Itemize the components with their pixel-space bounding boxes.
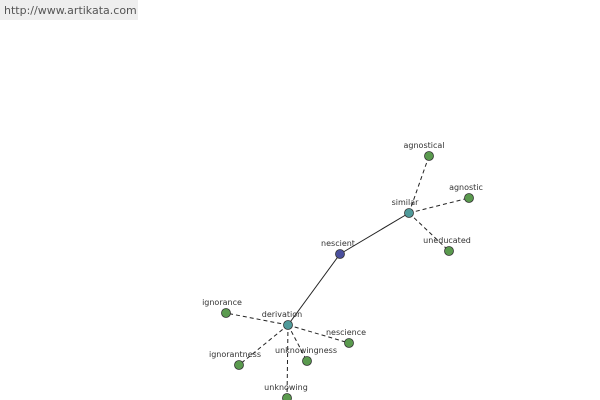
node[interactable] [221,308,231,318]
edge [287,324,350,344]
edge [287,253,341,326]
node[interactable] [424,151,434,161]
edge [287,324,308,362]
url-label[interactable]: http://www.artikata.com [0,0,138,20]
edge [225,312,289,326]
node-label[interactable]: agnostic [449,183,483,192]
node[interactable] [282,393,292,400]
edge [408,155,430,214]
node[interactable] [302,356,312,366]
edge [408,212,450,252]
node[interactable] [234,360,244,370]
node[interactable] [404,208,414,218]
edge [408,197,470,214]
node-label[interactable]: unknowing [264,383,308,392]
node-label[interactable]: derivation [262,310,302,319]
node-label[interactable]: ignorantness [209,350,261,359]
node[interactable] [335,249,345,259]
node[interactable] [283,320,293,330]
node-label[interactable]: uneducated [423,236,471,245]
node-label[interactable]: ignorance [202,298,242,307]
edge [339,212,410,255]
node[interactable] [344,338,354,348]
node-label[interactable]: similar [392,198,420,207]
node-label[interactable]: nescience [326,328,366,337]
node-label[interactable]: agnostical [404,141,445,150]
node[interactable] [464,193,474,203]
node[interactable] [444,246,454,256]
node-label[interactable]: unknowingness [275,346,337,355]
edge [238,324,289,366]
edge [286,324,289,399]
node-label[interactable]: nescient [321,239,355,248]
